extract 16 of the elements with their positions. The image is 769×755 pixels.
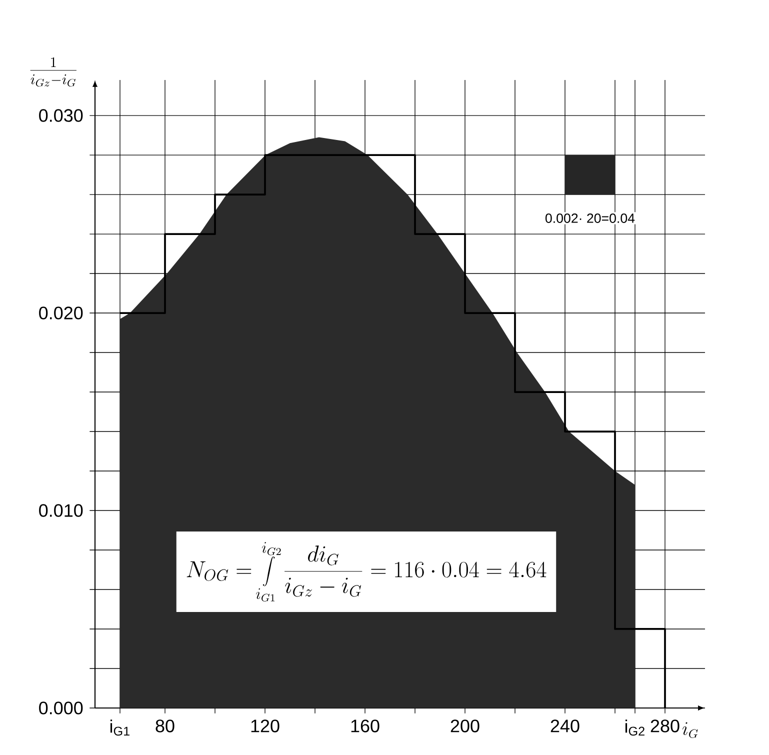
x-tick-label: 120 bbox=[251, 720, 280, 732]
x-tick-label: 240 bbox=[550, 720, 580, 732]
annotation: $N_{OG} = \int\limits_{i_{G1}}^{i_{G2}} \frac{di_G}{i_{Gz} - i_G} = 116 \cdot 0.04 = 4.64$ bbox=[186, 542, 546, 602]
y-axis-title: $\frac{1}{i_{Gz} - i_G}$ bbox=[30, 57, 76, 87]
y-tick-label: 0.020 bbox=[39, 306, 83, 320]
y-tick-label: 0.030 bbox=[39, 109, 83, 122]
x-axis-title: $i_G$ bbox=[682, 722, 698, 738]
x-tick-label: i$_{G1}$ bbox=[110, 720, 130, 736]
x-tick-label: 160 bbox=[351, 720, 380, 732]
y-tick-label: 0.010 bbox=[39, 504, 83, 517]
x-tick-label: 280 bbox=[650, 720, 680, 732]
x-tick-label: 200 bbox=[450, 720, 480, 732]
annotation: 0.002· 20=0.04 bbox=[545, 214, 635, 223]
x-tick-label: 80 bbox=[156, 720, 174, 732]
x-tick-label: i$_{G2}$ bbox=[625, 720, 644, 736]
y-tick-label: 0.000 bbox=[39, 702, 83, 714]
